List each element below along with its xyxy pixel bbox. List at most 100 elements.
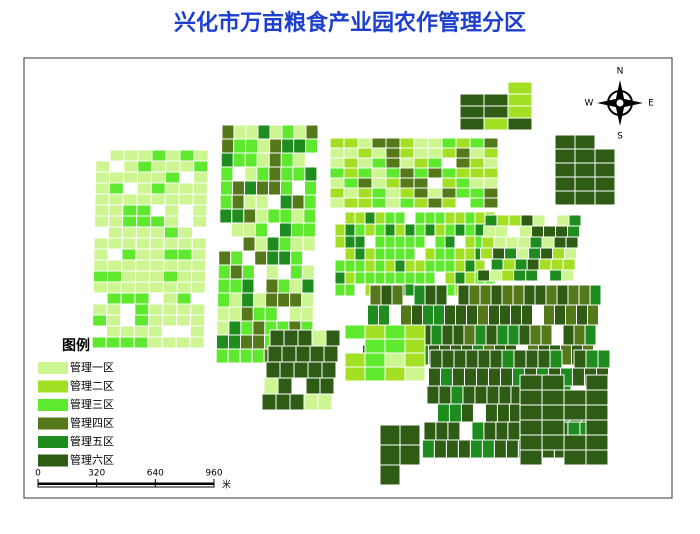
parcel: [176, 281, 192, 294]
parcel: [136, 204, 152, 217]
parcel: [469, 167, 485, 179]
parcel: [244, 180, 258, 196]
parcel: [483, 167, 499, 179]
parcel: [519, 419, 543, 436]
parcel: [93, 237, 109, 250]
parcel: [444, 304, 456, 326]
parcel: [106, 303, 122, 316]
parcel: [281, 138, 295, 154]
parcel: [243, 208, 257, 224]
parcel: [265, 278, 279, 294]
parcel: [279, 361, 295, 379]
parcel: [217, 264, 231, 280]
parcel: [444, 259, 456, 273]
parcel: [385, 147, 401, 159]
parcel: [519, 404, 543, 421]
parcel: [233, 138, 247, 154]
parcel: [177, 226, 193, 239]
parcel: [574, 162, 596, 178]
parcel: [564, 247, 578, 260]
scale-label: 640: [147, 469, 164, 479]
parcel: [411, 304, 423, 326]
parcel: [574, 134, 596, 150]
parcel: [585, 374, 609, 391]
parcel: [95, 171, 111, 184]
parcel: [554, 134, 576, 150]
parcel: [106, 292, 122, 305]
parcel: [244, 152, 258, 168]
parcel: [121, 237, 137, 250]
compass-w: W: [585, 99, 594, 109]
parcel: [434, 259, 446, 273]
parcel: [394, 235, 406, 249]
parcel: [269, 138, 283, 154]
parcel: [323, 345, 339, 363]
parcel: [556, 214, 570, 227]
parcel: [149, 248, 165, 261]
parcel: [514, 258, 528, 271]
parcel: [304, 180, 318, 196]
parcel: [498, 385, 512, 405]
parcel: [369, 284, 382, 306]
parcel: [357, 167, 373, 179]
parcel: [436, 403, 450, 423]
parcel: [427, 367, 441, 387]
parcel: [151, 160, 167, 173]
parcel: [91, 336, 107, 349]
parcel: [455, 304, 467, 326]
parcel: [464, 211, 476, 225]
parcel: [394, 259, 406, 273]
parcel: [292, 152, 306, 168]
parcel: [444, 247, 456, 261]
parcel: [492, 247, 506, 260]
parcel: [179, 149, 195, 162]
parcel: [265, 264, 279, 280]
parcel: [469, 439, 483, 459]
parcel: [279, 194, 293, 210]
parcel: [459, 93, 485, 107]
parcel: [252, 320, 266, 336]
parcel: [404, 338, 426, 354]
parcel: [147, 325, 163, 338]
parcel: [135, 259, 151, 272]
parcel: [519, 449, 543, 466]
parcel: [277, 278, 291, 294]
parcel: [477, 304, 489, 326]
parcel: [151, 149, 167, 162]
parcel: [404, 247, 416, 261]
parcel: [594, 176, 616, 192]
parcel: [510, 304, 522, 326]
parcel: [190, 303, 206, 316]
parcel: [344, 271, 356, 285]
parcel: [371, 177, 387, 189]
parcel: [364, 324, 386, 340]
parcel: [554, 190, 576, 206]
parcel: [427, 197, 443, 209]
parcel: [241, 278, 255, 294]
parcel: [541, 236, 555, 249]
parcel: [135, 237, 151, 250]
parcel: [422, 304, 434, 326]
parcel: [278, 222, 292, 238]
parcel: [513, 269, 527, 282]
parcel: [465, 349, 479, 369]
parcel: [404, 366, 426, 382]
parcel: [254, 250, 268, 266]
parcel: [105, 336, 121, 349]
parcel: [553, 236, 567, 249]
parcel: [329, 167, 345, 179]
parcel: [483, 157, 499, 169]
parcel: [454, 271, 466, 285]
parcel: [516, 247, 530, 260]
parcel: [254, 236, 268, 252]
parcel: [151, 171, 167, 184]
parcel: [507, 93, 533, 107]
parcel: [344, 223, 356, 237]
parcel: [189, 325, 205, 338]
parcel: [233, 124, 247, 140]
parcel: [343, 177, 359, 189]
parcel: [192, 215, 208, 228]
parcel: [413, 167, 429, 179]
parcel: [517, 236, 531, 249]
